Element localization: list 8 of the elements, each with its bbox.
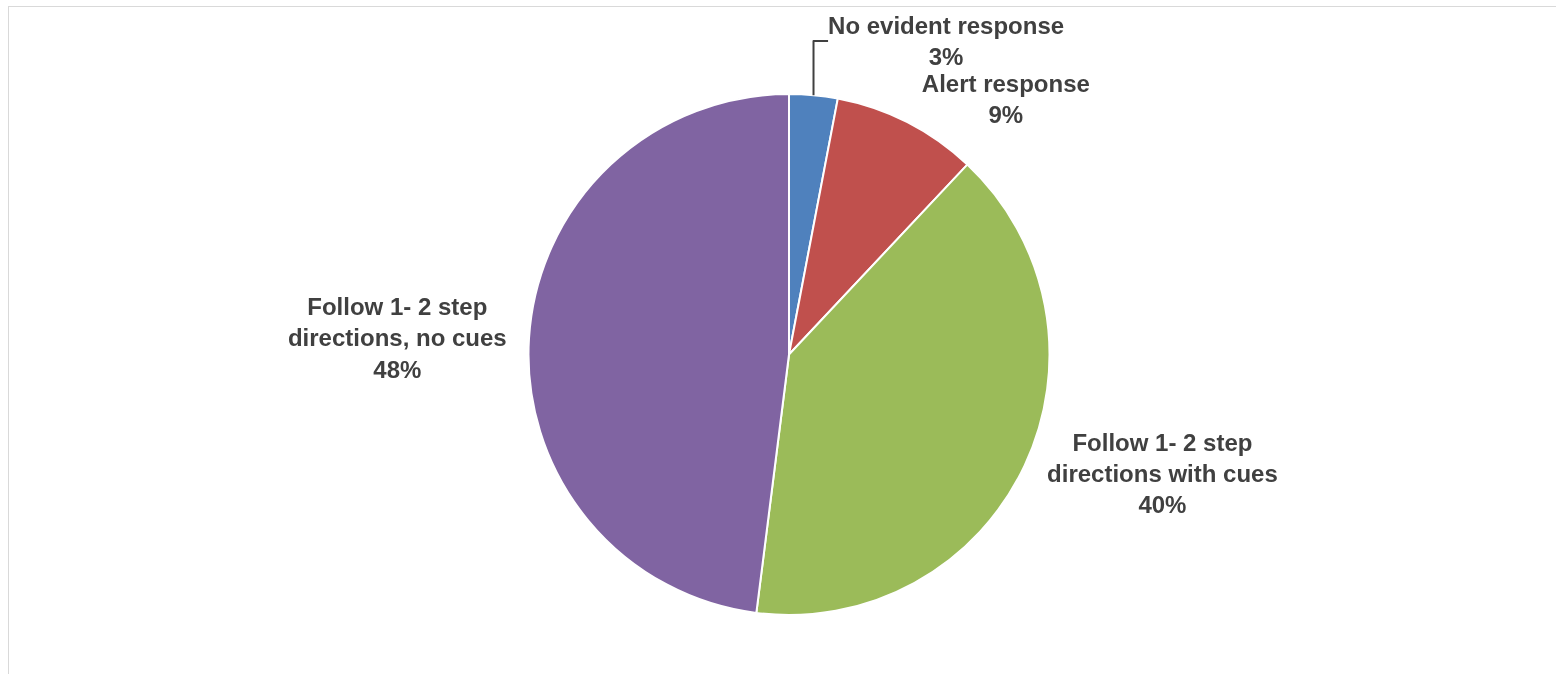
data-label: 40% — [1138, 491, 1187, 519]
slice-label: Alert response — [921, 70, 1090, 98]
slice-label: No evident response — [828, 11, 1065, 39]
data-label: 9% — [988, 101, 1024, 129]
data-label: 3% — [928, 43, 964, 71]
slice-label: Follow 1- 2 step directions, no cues — [287, 293, 507, 352]
slice-label: Follow 1- 2 step directions with cues — [1047, 428, 1278, 488]
data-label: 48% — [373, 355, 422, 383]
